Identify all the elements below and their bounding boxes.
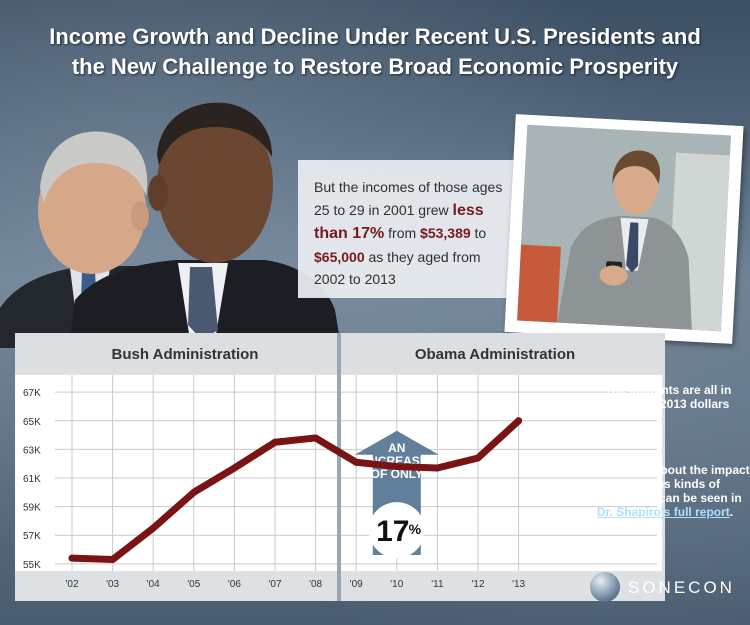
- x-tick-label: '06: [228, 579, 241, 590]
- income-series-line: [68, 417, 523, 564]
- callout-text-part2: from: [384, 225, 421, 241]
- y-tick-label: 67K: [23, 388, 41, 399]
- x-tick-label: '04: [147, 579, 160, 590]
- administration-divider: [337, 333, 341, 601]
- callout-text-part4: as they aged from 2002 to 2013: [314, 248, 481, 288]
- x-tick-label: '03: [106, 579, 119, 590]
- obama-photo: [70, 102, 340, 340]
- callout-highlight-percent: less than 17%: [314, 201, 484, 243]
- logo-text: SONECON: [628, 578, 735, 597]
- more-details-note: More details about the impact on various…: [580, 463, 750, 519]
- x-tick-label: '11: [431, 579, 444, 590]
- callout-highlight-end: $65,000: [314, 248, 365, 265]
- x-tick-label: '13: [512, 579, 525, 590]
- annotation-circle: [368, 502, 425, 559]
- photo-frame: [504, 114, 744, 344]
- title-line-2: the New Challenge to Restore Broad Econo…: [71, 54, 679, 79]
- bush-section-label: Bush Administration: [112, 346, 259, 363]
- data-point: [474, 454, 482, 462]
- data-point: [190, 488, 198, 496]
- y-tick-label: 61K: [23, 474, 41, 485]
- data-point: [109, 556, 117, 564]
- callout-text-part1: But the incomes of those ages 25 to 29 i…: [314, 179, 503, 218]
- young-man-photo: [517, 124, 732, 332]
- young-man-illustration: [517, 124, 732, 332]
- y-tick-label: 59K: [23, 503, 41, 514]
- full-report-link[interactable]: Dr. Shapiro's full report: [596, 505, 730, 519]
- x-tick-label: '08: [309, 579, 322, 590]
- x-tick-label: '05: [187, 579, 200, 590]
- x-tick-label: '10: [390, 579, 403, 590]
- data-point: [433, 464, 441, 472]
- data-point: [68, 554, 76, 562]
- obama-section-label: Obama Administration: [415, 346, 575, 363]
- y-tick-label: 65K: [23, 417, 41, 428]
- data-point: [230, 464, 238, 472]
- title-line-1: Income Growth and Decline Under Recent U…: [49, 24, 701, 49]
- more-details-suffix: .: [729, 505, 734, 519]
- more-details-text: More details about the impact on various…: [580, 463, 750, 505]
- data-point: [312, 434, 320, 442]
- x-tick-label: '09: [350, 579, 363, 590]
- data-point: [515, 417, 523, 425]
- x-tick-label: '12: [471, 579, 484, 590]
- annotation-unit: %: [409, 521, 422, 537]
- y-tick-label: 55K: [23, 560, 41, 571]
- x-tick-label: '02: [65, 579, 78, 590]
- logo-globe-icon: [590, 572, 620, 602]
- income-line-chart: Bush Administration Obama Administration 5…: [15, 333, 665, 601]
- data-point: [352, 458, 360, 466]
- obama-header-bg: [341, 333, 665, 373]
- data-point: [271, 438, 279, 446]
- y-tick-label: 63K: [23, 445, 41, 456]
- data-point: [393, 463, 401, 471]
- x-tick-label: '07: [268, 579, 281, 590]
- annotation-text-line: AN: [388, 441, 405, 455]
- callout-text-part3: to: [470, 225, 487, 241]
- callout-highlight-start: $53,389: [420, 225, 471, 241]
- bush-header-bg: [15, 333, 337, 373]
- data-point: [149, 524, 157, 532]
- annotation-value: 17: [376, 515, 409, 548]
- callout-box: But the incomes of those ages 25 to 29 i…: [298, 160, 518, 298]
- chart-panel: Bush Administration Obama Administration 5…: [15, 333, 665, 601]
- page-title: Income Growth and Decline Under Recent U…: [0, 22, 750, 82]
- constant-dollars-note: The amounts are all in constant 2013 dol…: [604, 383, 732, 411]
- bush-plot-bg: [15, 375, 337, 571]
- callout-text: But the incomes of those ages 25 to 29 i…: [314, 176, 514, 291]
- sonecon-logo: SONECON: [590, 572, 740, 602]
- y-tick-label: 57K: [23, 531, 41, 542]
